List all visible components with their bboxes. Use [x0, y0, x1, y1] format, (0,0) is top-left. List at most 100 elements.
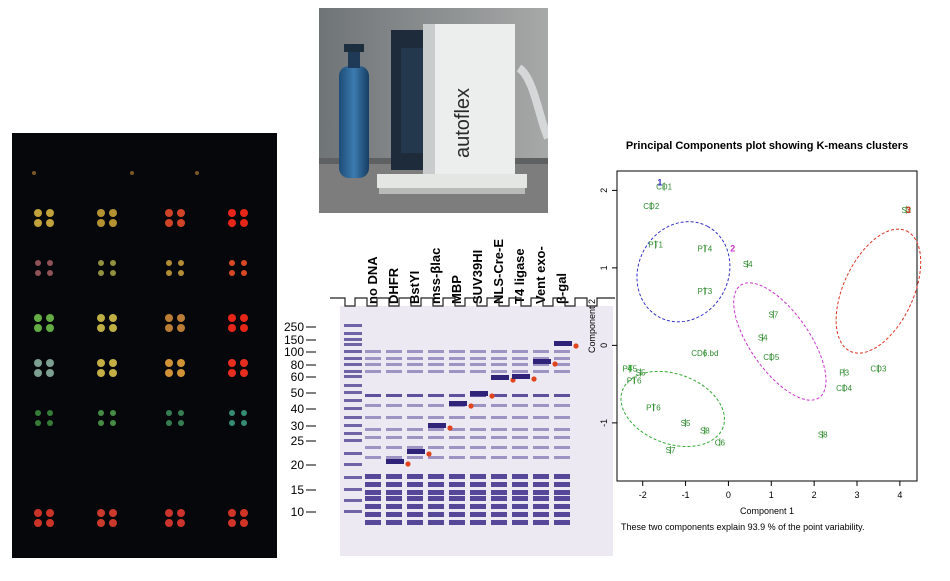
- gel-band-marker-dot: [405, 461, 411, 467]
- gel-band-marker-dot: [552, 361, 558, 367]
- point-label: CD6.bd: [691, 349, 718, 358]
- array-spot: [240, 209, 248, 217]
- array-spot: [47, 410, 53, 416]
- point-label: PT3: [698, 287, 713, 296]
- point-label: S8: [700, 427, 710, 436]
- gel-marker-label: 150: [283, 333, 304, 347]
- gel-ladder-band: [344, 463, 362, 466]
- cluster-center-label: 3: [906, 205, 911, 215]
- array-spot: [165, 209, 173, 217]
- gel-band: [554, 357, 570, 360]
- gel-band: [386, 436, 402, 439]
- array-spot: [241, 420, 247, 426]
- array-spot: [35, 270, 41, 276]
- gel-band: [491, 350, 507, 353]
- array-spot: [228, 314, 236, 322]
- array-spot: [110, 270, 116, 276]
- array-spot: [177, 509, 185, 517]
- array-spot: [165, 314, 173, 322]
- gel-band: [512, 357, 528, 360]
- array-spot: [240, 359, 248, 367]
- gel-band: [365, 490, 381, 495]
- gel-band: [470, 428, 486, 431]
- gel-band: [491, 474, 507, 479]
- gel-band: [512, 474, 528, 479]
- gel-expressed-band: [449, 401, 467, 406]
- gel-band: [512, 446, 528, 449]
- gel-ladder-band: [344, 350, 362, 353]
- gel-band: [428, 350, 444, 353]
- gel-band: [428, 370, 444, 373]
- gel-band: [365, 512, 381, 517]
- gel-band: [554, 490, 570, 495]
- array-spot: [240, 369, 248, 377]
- array-spot: [166, 410, 172, 416]
- gel-band: [407, 520, 423, 525]
- gel-band: [491, 394, 507, 397]
- gel-band: [533, 428, 549, 431]
- gel-band: [533, 512, 549, 517]
- point-label: PT6: [627, 376, 642, 385]
- gel-band: [407, 456, 423, 459]
- array-spot: [241, 410, 247, 416]
- gel-band: [491, 404, 507, 407]
- array-spot: [110, 410, 116, 416]
- gel-band: [407, 357, 423, 360]
- gel-band: [512, 482, 528, 487]
- gel-band: [449, 394, 465, 397]
- array-spot: [166, 270, 172, 276]
- array-spot: [109, 509, 117, 517]
- array-spot: [228, 509, 236, 517]
- array-spot: [46, 359, 54, 367]
- gel-expressed-band: [407, 449, 425, 454]
- gel-band-marker-dot: [573, 343, 579, 349]
- point-label: S5: [681, 419, 691, 428]
- gel-ladder-band: [344, 452, 362, 455]
- gel-band: [491, 428, 507, 431]
- x-tick-label: 0: [726, 490, 731, 500]
- gel-band: [428, 474, 444, 479]
- gel-band: [428, 357, 444, 360]
- microarray-spots: [32, 171, 248, 527]
- array-spot: [34, 519, 42, 527]
- gel-ladder-band: [344, 370, 362, 373]
- array-spot: [109, 314, 117, 322]
- gel-band: [533, 504, 549, 509]
- gel-band: [554, 474, 570, 479]
- gel-band: [533, 394, 549, 397]
- array-spot: [97, 369, 105, 377]
- gel-band: [449, 370, 465, 373]
- gel-band: [428, 496, 444, 501]
- gel-band: [491, 370, 507, 373]
- gel-band: [365, 357, 381, 360]
- gel-band: [386, 363, 402, 366]
- gel-band: [407, 446, 423, 449]
- gel-band: [449, 416, 465, 419]
- array-spot: [97, 314, 105, 322]
- array-spot: [97, 324, 105, 332]
- gel-ladder-band: [344, 476, 362, 479]
- gel-band: [470, 446, 486, 449]
- microarray-image: [12, 133, 277, 558]
- gel-band: [428, 512, 444, 517]
- array-spot: [240, 219, 248, 227]
- gel-band: [449, 512, 465, 517]
- gel-band: [428, 520, 444, 525]
- array-spot: [178, 260, 184, 266]
- gel-band-marker-dot: [426, 451, 432, 457]
- point-label: P3: [839, 369, 849, 378]
- cluster-ellipse: [620, 370, 725, 447]
- gel-band: [554, 496, 570, 501]
- gel-expressed-band: [386, 459, 404, 464]
- gel-expressed-band: [428, 423, 446, 428]
- point-label: CD4: [836, 384, 853, 393]
- gel-band: [428, 504, 444, 509]
- array-spot: [165, 324, 173, 332]
- array-spot: [97, 519, 105, 527]
- gel-band: [512, 456, 528, 459]
- gel-band: [449, 350, 465, 353]
- gel-band: [386, 520, 402, 525]
- gel-ladder-band: [344, 357, 362, 360]
- gel-band: [491, 436, 507, 439]
- gel-band: [428, 446, 444, 449]
